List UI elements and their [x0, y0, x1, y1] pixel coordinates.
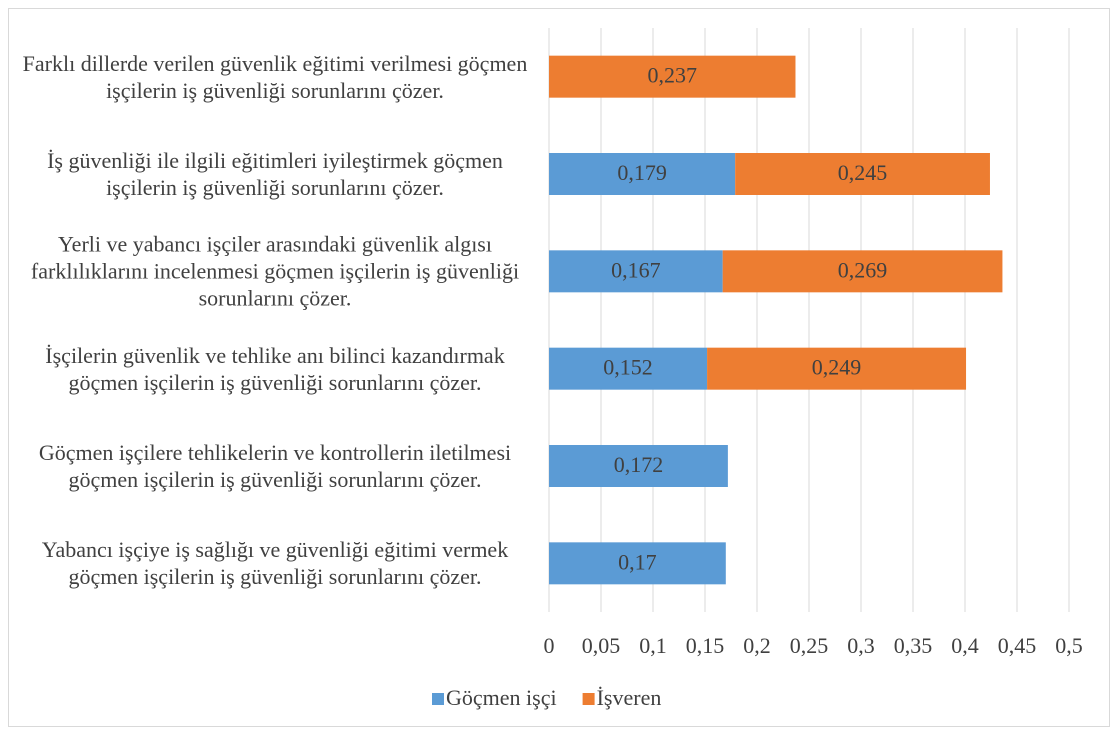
- bar-segment: [549, 250, 723, 293]
- bar-segment: [707, 347, 967, 390]
- x-tick-label: 0,35: [894, 633, 933, 658]
- data-label: 0,245: [838, 160, 888, 185]
- x-tick-label: 0,3: [847, 633, 875, 658]
- data-label: 0,17: [618, 549, 657, 574]
- data-label: 0,167: [611, 257, 661, 282]
- category-label: Göçmen işçilere tehlikelerin ve kontroll…: [38, 440, 512, 492]
- x-tick-label: 0,4: [951, 633, 979, 658]
- category-label: Yabancı işçiye iş sağlığı ve güvenliği e…: [41, 537, 509, 590]
- category-label: İşçilerin güvenlik ve tehlike anı bilinc…: [45, 342, 505, 395]
- x-tick-label: 0,05: [582, 633, 621, 658]
- chart-border: [8, 8, 1110, 727]
- legend-swatch: [432, 693, 444, 705]
- data-label: 0,249: [812, 355, 862, 380]
- category-label: İş güvenliği ile ilgili eğitimleri iyile…: [47, 148, 503, 200]
- bar-segment: [549, 347, 708, 390]
- data-label: 0,172: [614, 452, 664, 477]
- legend-label: İşveren: [597, 685, 662, 710]
- bar-segment: [722, 250, 1003, 293]
- data-label: 0,237: [647, 63, 697, 88]
- bar-segment: [549, 542, 726, 585]
- data-label: 0,179: [617, 160, 667, 185]
- x-tick-label: 0: [544, 633, 555, 658]
- legend-swatch: [582, 693, 595, 705]
- bar-segment: [549, 153, 736, 195]
- bar-segment: [549, 445, 728, 487]
- x-tick-label: 0,1: [639, 633, 667, 658]
- legend-label: Göçmen işçi: [446, 685, 557, 710]
- x-tick-label: 0,15: [686, 633, 725, 658]
- category-label: Yerli ve yabancı işçiler arasındaki güve…: [30, 231, 520, 311]
- bar-segment: [735, 153, 990, 195]
- x-tick-label: 0,45: [998, 633, 1037, 658]
- bar-segment: [549, 55, 796, 98]
- x-tick-label: 0,2: [743, 633, 771, 658]
- data-label: 0,269: [838, 257, 888, 282]
- data-label: 0,152: [603, 355, 653, 380]
- x-tick-label: 0,5: [1055, 633, 1083, 658]
- x-tick-label: 0,25: [790, 633, 829, 658]
- category-label: Farklı dillerde verilen güvenlik eğitimi…: [22, 50, 528, 103]
